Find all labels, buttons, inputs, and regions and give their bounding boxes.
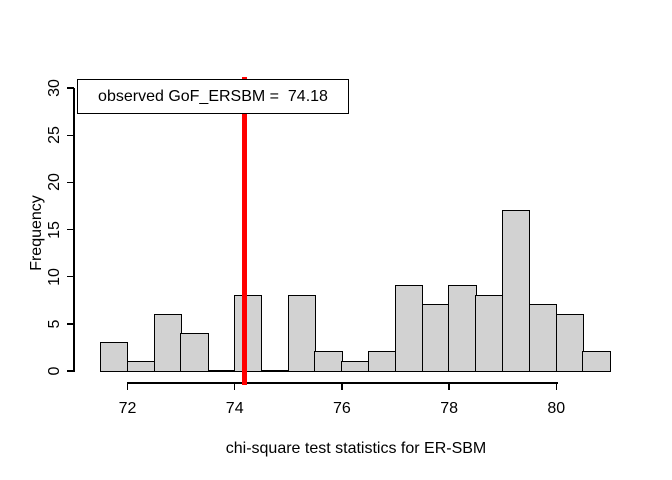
histogram-bar — [126, 360, 156, 372]
legend-text: observed GoF_ERSBM = 74.18 — [98, 87, 328, 105]
x-tick-label: 80 — [547, 400, 566, 417]
y-tick-label: 15 — [46, 220, 63, 239]
histogram-bar — [153, 313, 182, 372]
y-axis-tick — [66, 181, 74, 184]
histogram-bar — [528, 304, 558, 372]
y-axis-tick — [66, 228, 74, 231]
x-tick-label: 78 — [440, 400, 458, 417]
x-tick-label: 76 — [332, 400, 351, 417]
histogram-bar — [555, 313, 584, 372]
x-axis-tick — [555, 382, 558, 390]
y-axis-tick — [66, 323, 74, 325]
y-axis-tick — [66, 134, 74, 136]
x-axis-tick — [341, 382, 343, 390]
y-tick-label: 5 — [46, 319, 63, 329]
x-tick-label: 74 — [225, 400, 244, 417]
x-axis-tick — [448, 382, 450, 390]
x-axis-line — [127, 382, 558, 384]
histogram-bar — [421, 304, 450, 372]
histogram-bar — [287, 294, 316, 372]
histogram-bar — [475, 294, 504, 372]
histogram-bar — [394, 285, 424, 372]
x-tick-label: 72 — [118, 400, 137, 417]
legend-box: observed GoF_ERSBM = 74.18 — [77, 79, 349, 114]
y-axis-title: Frequency — [28, 195, 45, 271]
observed-value-line — [241, 77, 247, 385]
y-axis-tick — [66, 370, 74, 372]
y-tick-label: 30 — [46, 79, 63, 97]
y-tick-label: 25 — [46, 126, 63, 145]
x-axis-tick — [233, 382, 236, 390]
histogram-bar — [180, 332, 209, 372]
y-axis-tick — [66, 275, 74, 278]
y-tick-label: 10 — [46, 267, 63, 286]
histogram-bar — [233, 294, 263, 372]
y-tick-label: 20 — [46, 173, 63, 192]
y-axis-tick — [66, 87, 74, 89]
histogram-bar — [341, 360, 370, 372]
y-tick-label: 0 — [46, 366, 63, 376]
y-axis-line — [73, 88, 75, 373]
histogram-bar — [501, 209, 531, 372]
histogram-bar — [448, 285, 477, 372]
histogram-bar — [314, 351, 343, 372]
x-axis-tick — [126, 382, 129, 390]
histogram-bar — [582, 351, 611, 372]
x-axis-title: chi-square test statistics for ER-SBM — [225, 440, 487, 457]
histogram-bar — [99, 341, 129, 372]
histogram-bar — [367, 351, 397, 372]
